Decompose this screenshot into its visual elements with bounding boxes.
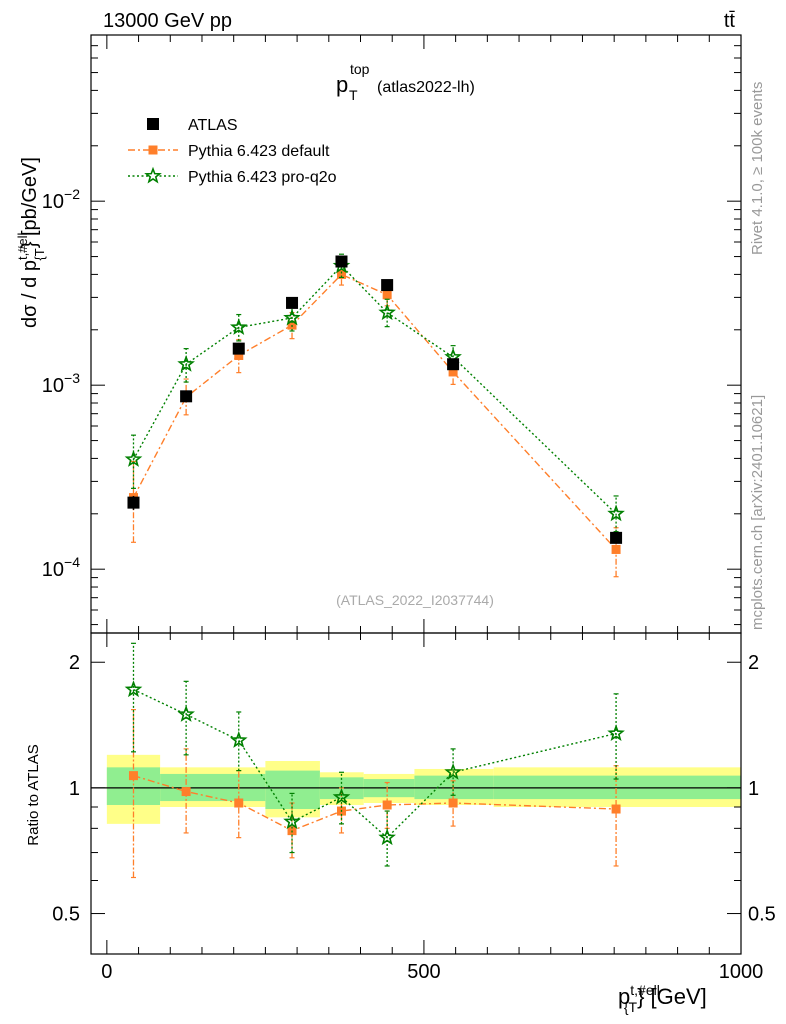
data-point (234, 798, 244, 808)
ratio-y-tick-label: 0.5 (52, 904, 80, 926)
ratio-y-axis-label: Ratio to ATLAS (25, 744, 42, 845)
data-point (378, 303, 396, 321)
ratio-y-tick-label: 1 (69, 778, 80, 800)
series-line-default (132, 273, 617, 550)
data-point (447, 358, 460, 371)
ratio-y-tick-label: 2 (69, 652, 80, 674)
title-symbol: p (336, 72, 348, 97)
legend-marker (147, 118, 159, 130)
title-suffix: (atlas2022-lh) (377, 79, 475, 96)
data-point (283, 308, 301, 326)
data-point (611, 544, 621, 554)
data-point (181, 787, 191, 797)
data-point (382, 800, 392, 810)
data-point (229, 731, 248, 748)
ratio-axis-ticks (91, 633, 742, 955)
data-point (381, 279, 394, 292)
analysis-id-label: (ATLAS_2022_I2037744) (336, 592, 494, 608)
data-point (234, 350, 244, 360)
legend-entry-atlas: ATLAS (147, 117, 238, 134)
data-point (286, 296, 299, 309)
series-proq2o (124, 642, 625, 867)
data-point (177, 705, 195, 722)
data-point (607, 724, 625, 741)
legend-entry-default: Pythia 6.423 default (128, 143, 330, 160)
legend-label: Pythia 6.423 default (188, 143, 330, 160)
legend-label: ATLAS (188, 117, 238, 134)
title-subscript: T (349, 87, 358, 103)
data-point (124, 450, 143, 467)
data-point (611, 804, 621, 814)
data-point (607, 504, 625, 522)
data-point (444, 762, 462, 780)
data-point (378, 828, 396, 846)
data-point (232, 342, 245, 355)
x-axis-label-text: pt,#ell {T} [GeV] (618, 982, 707, 1015)
header-final-state: tt̄ (724, 10, 736, 32)
legend-entry-proq2o: Pythia 6.423 pro-q2o (128, 166, 337, 186)
data-point (229, 318, 248, 335)
data-point (448, 367, 458, 377)
main-y-axis-label: dσ / d pt,#ell {T} [pb/GeV] (15, 157, 47, 328)
ratio-series-layer (124, 642, 625, 879)
data-point (610, 531, 623, 544)
y-tick-label: 10−2 (42, 186, 80, 213)
watermark: (ATLAS_2022_I2037744) (336, 592, 494, 608)
y-axis-label-text: dσ / d pt,#ell {T} [pb/GeV] (15, 157, 47, 328)
ratio-plot-panel: 0.5 0.5 1 1 2 2 0 500 1000 Ratio to ATLAS pt,#e… (25, 632, 776, 1015)
ratio-y-tick-label-right: 2 (748, 652, 759, 674)
main-series-layer (124, 253, 625, 578)
data-point (124, 680, 143, 698)
side-label-rivet: Rivet 4.1.0, ≥ 100k events (749, 82, 766, 255)
data-point (332, 787, 351, 805)
main-y-tick-labels: 10−2 10−3 10−4 (42, 186, 80, 581)
series-default (128, 262, 621, 578)
data-point (177, 354, 195, 372)
data-point (448, 798, 458, 808)
ratio-y-tick-labels: 0.5 0.5 1 1 2 2 (52, 652, 776, 925)
legend-marker (148, 145, 158, 155)
data-point (283, 812, 301, 830)
series-atlas (127, 255, 623, 544)
legend-label: Pythia 6.423 pro-q2o (188, 169, 337, 186)
series-line-proq2o (133, 688, 617, 839)
ratio-y-tick-label-right: 1 (748, 778, 759, 800)
series-line-proq2o (132, 264, 617, 515)
title-superscript: top (350, 61, 370, 77)
data-point (336, 269, 346, 279)
header-process: 13000 GeV pp (103, 10, 232, 32)
legend: ATLAS Pythia 6.423 default Pythia 6.423 pr… (128, 117, 337, 186)
series-line-default (133, 774, 617, 832)
x-tick-labels: 0 500 1000 (101, 961, 763, 983)
ratio-plot-frame (90, 632, 742, 955)
x-tick-label: 1000 (719, 961, 764, 983)
y-tick-label: 10−3 (42, 370, 80, 397)
legend-marker (144, 166, 162, 184)
ratio-uncertainty-bands (106, 754, 741, 824)
data-point (335, 255, 348, 268)
x-tick-label: 500 (407, 961, 440, 983)
data-point (180, 390, 193, 403)
data-point (128, 771, 138, 781)
x-axis-label: pt,#ell {T} [GeV] (618, 982, 707, 1015)
y-tick-label: 10−4 (42, 554, 80, 581)
data-point (382, 290, 392, 300)
side-label-mcplots: mcplots.cern.ch [arXiv:2401.10621] (749, 395, 766, 630)
series-proq2o (124, 253, 625, 533)
ratio-y-tick-label-right: 0.5 (748, 904, 776, 926)
data-point (127, 496, 140, 509)
x-tick-label: 0 (101, 961, 112, 983)
